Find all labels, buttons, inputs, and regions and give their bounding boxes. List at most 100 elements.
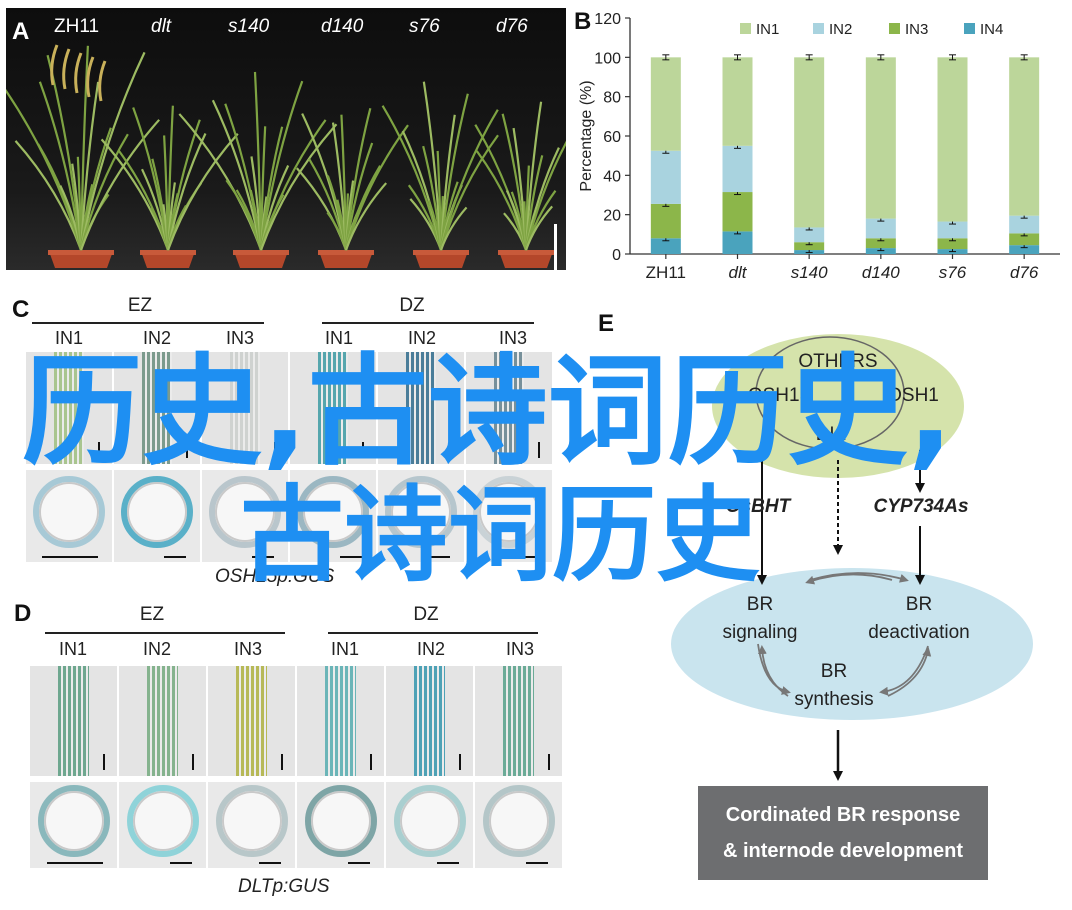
stem-ring — [385, 476, 457, 548]
group-label-dz: DZ — [413, 604, 439, 625]
stem-ring — [33, 476, 105, 548]
y-tick-label: 60 — [603, 129, 621, 146]
bar-segment-in1 — [865, 57, 896, 219]
br-deactivation-line2: deactivation — [868, 622, 970, 643]
genotype-label: ZH11 — [54, 16, 100, 37]
longitudinal-section — [119, 666, 206, 776]
plant-leaves — [6, 44, 160, 251]
scale-bar — [526, 862, 548, 864]
others-label: OTHERS — [798, 351, 878, 372]
internode-label: IN3 — [233, 639, 262, 659]
plant-leaves — [381, 81, 499, 251]
legend-swatch — [964, 23, 975, 34]
pot — [500, 254, 552, 268]
response-line2: & internode development — [722, 840, 964, 862]
scale-bar — [362, 442, 364, 458]
osbht-gene-label: OsBHT — [725, 496, 791, 517]
x-tick-label: s76 — [939, 263, 967, 282]
cyp734as-gene-label: CYP734As — [873, 496, 969, 517]
group-divider — [32, 322, 264, 324]
osh15-label: OSH15 — [747, 385, 811, 406]
cross-section — [26, 470, 112, 562]
response-box: Cordinated BR response & internode devel… — [698, 786, 988, 880]
genotype-label: s140 — [228, 16, 270, 37]
scale-bar — [42, 556, 98, 558]
internode-label: IN1 — [330, 639, 359, 659]
bar-segment-in3 — [794, 242, 825, 251]
internode-label: IN3 — [498, 328, 527, 348]
bar-segment-in1 — [650, 57, 681, 151]
scale-bar — [437, 862, 459, 864]
error-bar — [734, 54, 741, 61]
genotype-label: d76 — [496, 16, 528, 37]
cross-section — [208, 782, 295, 868]
scale-bar — [103, 754, 105, 770]
plant-leaves — [474, 101, 566, 251]
genotype-label: d140 — [321, 16, 364, 37]
legend-label: IN1 — [756, 21, 779, 38]
scale-bar — [259, 862, 281, 864]
scale-bar — [428, 556, 450, 558]
stem-ring — [393, 785, 466, 857]
br-homeostasis-ellipse — [671, 568, 1033, 720]
bar-segment-in1 — [937, 57, 968, 222]
figure-caption: OSH15p:GUS — [215, 566, 335, 587]
scale-bar — [370, 754, 372, 770]
bar-segment-in3 — [1009, 233, 1040, 246]
stem-ring — [121, 476, 193, 548]
bar-segment-in2 — [1009, 215, 1040, 234]
figure-caption: DLTp:GUS — [238, 876, 330, 897]
longitudinal-section — [208, 666, 295, 776]
longitudinal-section — [26, 352, 112, 464]
bar-segment-in2 — [937, 221, 968, 239]
osh1-label: OSH1 — [887, 385, 939, 406]
bar-segment-in3 — [722, 192, 753, 232]
group-divider — [322, 322, 534, 324]
internode-label: IN3 — [225, 328, 254, 348]
legend-label: IN2 — [829, 21, 852, 38]
genotype-label: s76 — [409, 16, 440, 37]
cross-section — [290, 470, 376, 562]
scale-bar — [186, 442, 188, 458]
internode-label: IN1 — [324, 328, 353, 348]
bar-segment-in1 — [794, 57, 825, 228]
bar-segment-in2 — [865, 218, 896, 239]
plant-leaves — [178, 71, 338, 251]
scale-bar — [192, 754, 194, 770]
panel-label-e: E — [598, 310, 615, 337]
y-tick-label: 0 — [612, 247, 621, 264]
longitudinal-section — [297, 666, 384, 776]
y-tick-label: 80 — [603, 90, 621, 107]
error-bar — [1020, 54, 1028, 61]
stem-ring — [126, 785, 199, 857]
scale-bar — [348, 862, 370, 864]
dlt-label: DLT — [815, 424, 851, 445]
pot — [50, 254, 112, 268]
scale-bar — [274, 442, 276, 458]
br-synthesis-line2: synthesis — [794, 689, 874, 710]
group-divider — [45, 632, 285, 634]
x-tick-label: d76 — [1010, 263, 1039, 282]
cross-section — [114, 470, 200, 562]
internode-label: IN1 — [58, 639, 87, 659]
longitudinal-section — [466, 352, 552, 464]
stem-ring — [215, 785, 288, 857]
scale-bar — [548, 754, 550, 770]
internode-label: IN2 — [142, 328, 171, 348]
bar-segment-in2 — [722, 145, 753, 193]
bar-segment-in4 — [1009, 245, 1040, 254]
scale-bar — [164, 556, 186, 558]
stem-ring — [209, 476, 281, 548]
internode-label: IN1 — [54, 328, 83, 348]
error-bar — [662, 54, 670, 61]
pathway-arrows — [755, 336, 932, 781]
panel-label-a: A — [12, 18, 30, 45]
y-tick-label: 40 — [603, 168, 621, 185]
scale-bar — [450, 442, 452, 458]
br-deactivation-label: BR deactivation — [852, 591, 986, 647]
cross-section — [202, 470, 288, 562]
panel-label-c: C — [12, 296, 30, 323]
legend-swatch — [740, 23, 751, 34]
cross-section — [378, 470, 464, 562]
legend-swatch — [889, 23, 900, 34]
